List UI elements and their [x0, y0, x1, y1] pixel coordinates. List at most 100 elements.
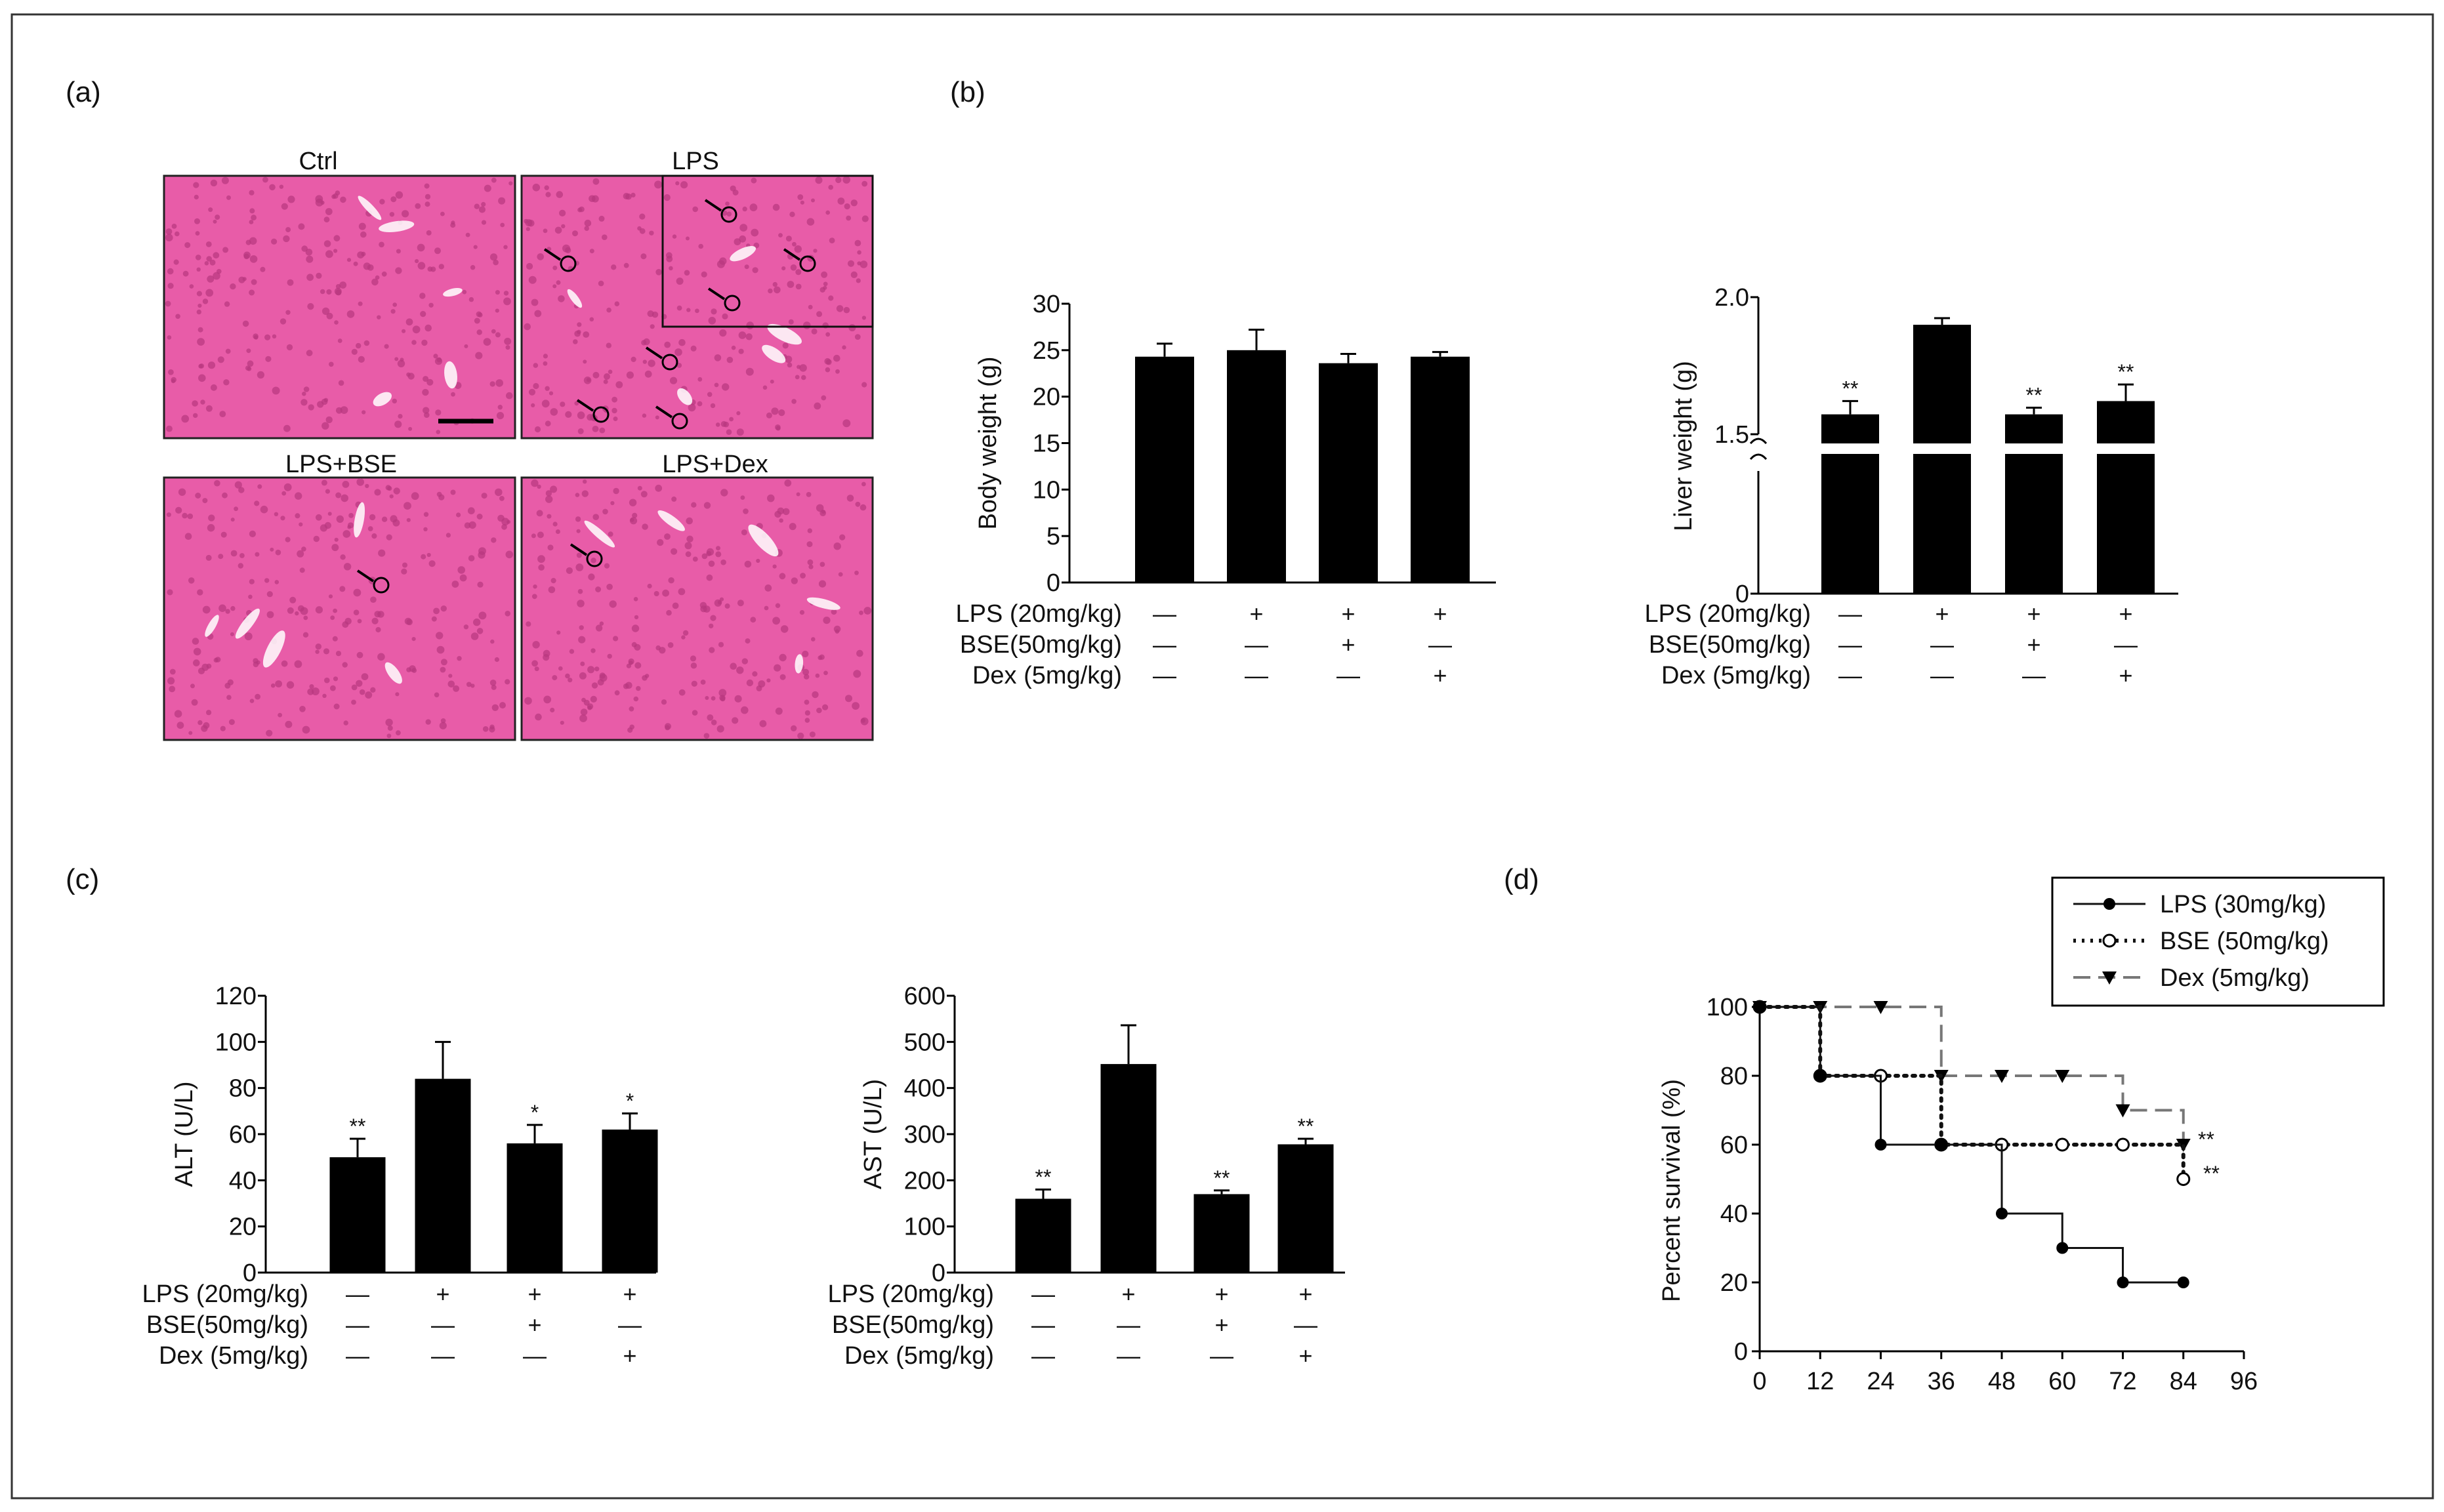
- nucleus: [568, 678, 573, 683]
- y-tick-label: 40: [229, 1167, 257, 1195]
- nucleus: [558, 295, 565, 302]
- nucleus: [204, 261, 209, 266]
- nucleus: [608, 369, 613, 375]
- nucleus: [613, 487, 619, 495]
- nucleus: [205, 405, 213, 412]
- bar: [1135, 356, 1194, 582]
- nucleus: [854, 239, 861, 247]
- nucleus: [676, 277, 684, 285]
- nucleus: [193, 413, 198, 419]
- nucleus: [326, 312, 333, 319]
- nucleus: [856, 649, 863, 657]
- histology-nuclei-3: [524, 479, 872, 739]
- nucleus: [305, 249, 313, 256]
- nucleus: [285, 310, 291, 315]
- nucleus: [463, 624, 469, 630]
- nucleus: [202, 298, 209, 304]
- y-tick-label: 1.5: [1714, 421, 1749, 449]
- nucleus: [222, 247, 229, 253]
- nucleus: [642, 523, 648, 530]
- data-point: [2115, 1104, 2130, 1118]
- nucleus: [491, 704, 499, 712]
- nucleus: [634, 644, 641, 651]
- nucleus: [356, 342, 362, 349]
- nucleus: [228, 719, 235, 725]
- nucleus: [777, 507, 785, 515]
- nucleus: [245, 365, 251, 371]
- nucleus: [742, 206, 747, 212]
- nucleus: [275, 680, 282, 687]
- nucleus: [537, 555, 545, 563]
- nucleus: [583, 331, 590, 338]
- nucleus: [167, 335, 172, 340]
- nucleus: [436, 632, 444, 640]
- x-tick-label: 48: [1988, 1368, 2016, 1395]
- nucleus: [295, 492, 302, 500]
- nucleus: [169, 685, 176, 693]
- nucleus: [338, 380, 344, 386]
- nucleus: [741, 529, 747, 536]
- nucleus: [644, 370, 652, 378]
- nucleus: [695, 308, 699, 314]
- nucleus: [606, 583, 613, 590]
- nucleus: [592, 371, 600, 378]
- data-point: [1935, 1139, 1947, 1151]
- nucleus: [392, 398, 397, 404]
- nucleus: [506, 392, 513, 399]
- nucleus: [356, 680, 363, 687]
- y-tick-label: 100: [215, 1029, 257, 1056]
- nucleus: [642, 359, 647, 364]
- nucleus: [752, 671, 758, 677]
- nucleus: [614, 690, 620, 696]
- nucleus: [809, 731, 816, 738]
- nucleus: [255, 552, 260, 557]
- nucleus: [474, 317, 480, 324]
- nucleus: [778, 233, 783, 237]
- bar: [1193, 1194, 1250, 1273]
- nucleus: [715, 551, 722, 558]
- nucleus: [281, 203, 288, 210]
- nucleus: [395, 692, 400, 697]
- nucleus: [215, 215, 220, 220]
- nucleus: [260, 505, 268, 514]
- nucleus: [395, 191, 404, 199]
- nucleus: [556, 280, 561, 285]
- nucleus: [415, 259, 419, 264]
- nucleus: [764, 584, 772, 592]
- nucleus: [394, 357, 399, 361]
- nucleus: [766, 412, 772, 419]
- nucleus: [692, 556, 698, 562]
- nucleus: [283, 424, 291, 432]
- nucleus: [385, 485, 391, 491]
- nucleus: [574, 401, 579, 406]
- nucleus: [684, 270, 690, 276]
- nucleus: [812, 691, 819, 699]
- nucleus: [853, 670, 861, 678]
- nucleus: [167, 589, 173, 596]
- nucleus: [815, 176, 823, 184]
- nucleus: [396, 730, 401, 736]
- nucleus: [436, 645, 445, 654]
- nucleus: [531, 533, 536, 539]
- nucleus: [623, 193, 630, 199]
- nucleus: [367, 526, 373, 531]
- vessel: [567, 289, 583, 308]
- nucleus: [829, 237, 835, 243]
- nucleus: [495, 290, 500, 295]
- nucleus: [339, 586, 346, 592]
- nucleus: [722, 383, 730, 391]
- nucleus: [718, 689, 727, 697]
- nucleus: [802, 668, 810, 676]
- nucleus: [328, 594, 333, 599]
- nucleus: [772, 617, 780, 625]
- nucleus: [710, 615, 716, 621]
- nucleus: [393, 487, 400, 495]
- nucleus: [592, 514, 599, 520]
- nucleus: [545, 192, 551, 197]
- nucleus: [707, 714, 714, 721]
- nucleus: [857, 261, 861, 266]
- nucleus: [244, 632, 253, 641]
- nucleus: [342, 481, 350, 488]
- nucleus: [625, 682, 632, 689]
- y-tick-label: 0: [1734, 1338, 1748, 1366]
